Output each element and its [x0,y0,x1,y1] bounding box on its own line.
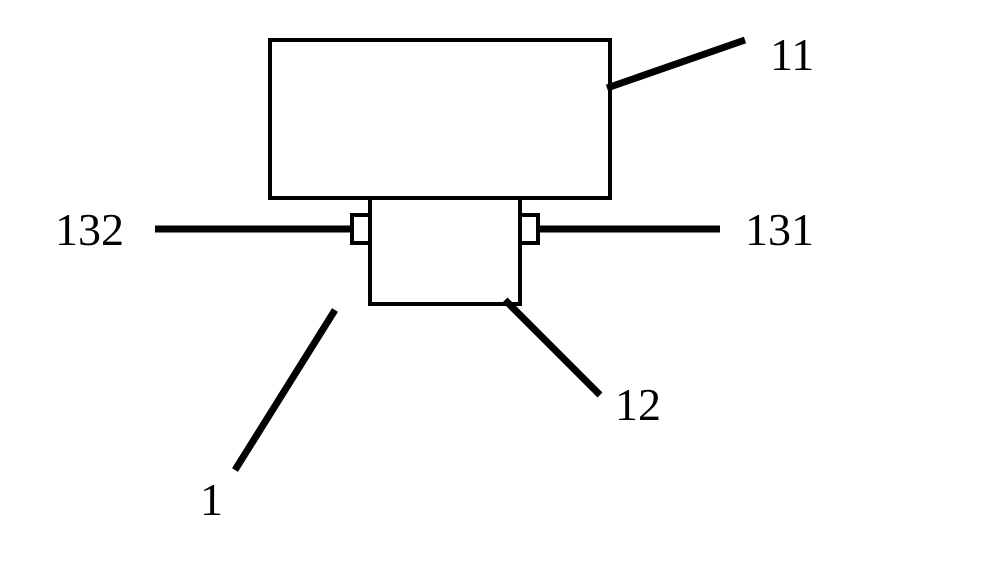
leader-line-1 [235,310,335,470]
schematic-diagram: 11 131 132 12 1 [0,0,1000,566]
leader-line-11 [607,40,745,88]
leader-line-12 [505,300,600,395]
port-132-rect [352,215,370,243]
block-11-rect [270,40,610,198]
label-11: 11 [770,29,814,80]
label-132: 132 [55,204,124,255]
port-131-rect [520,215,538,243]
label-1: 1 [200,474,223,525]
label-12: 12 [615,379,661,430]
label-131: 131 [745,204,814,255]
block-12-rect [370,198,520,304]
